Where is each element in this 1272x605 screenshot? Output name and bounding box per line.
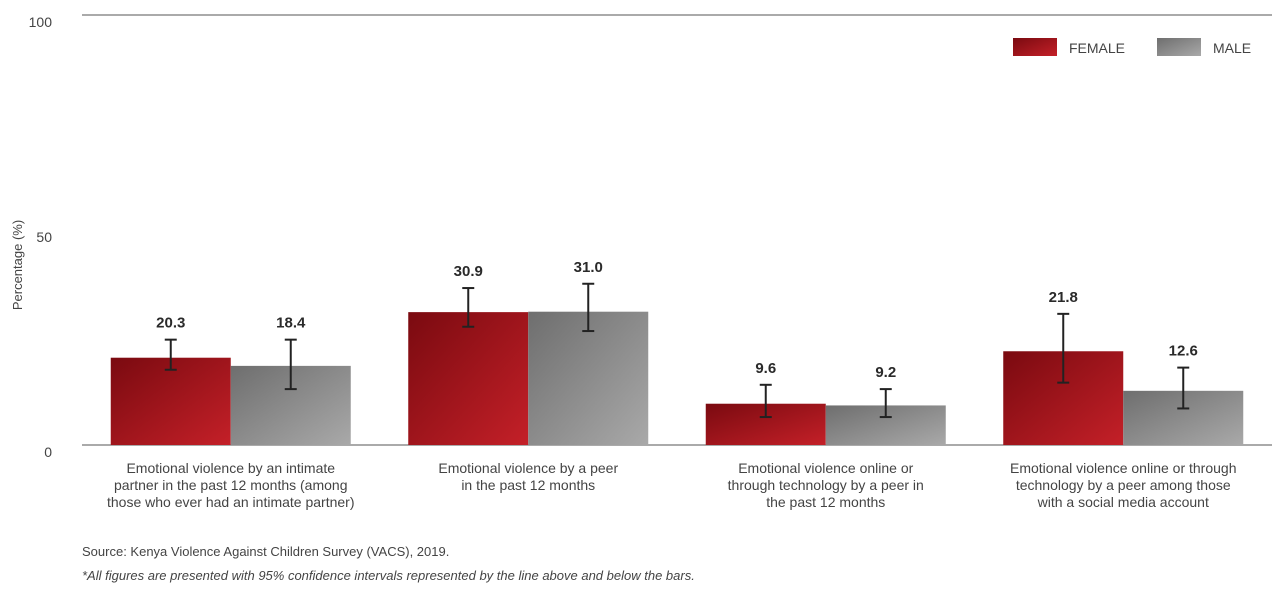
x-category-label: Emotional violence online or through tech… (978, 460, 1268, 511)
source-note: Source: Kenya Violence Against Children … (82, 544, 450, 559)
data-label: 12.6 (1169, 343, 1198, 360)
y-tick-label: 50 (36, 229, 52, 245)
x-category-label-line: in the past 12 months (461, 477, 596, 493)
x-category-label-line: Emotional violence by an intimate (126, 460, 336, 476)
data-label: 30.9 (454, 263, 483, 280)
legend-swatch-female (1013, 38, 1057, 56)
x-category-label-line: Emotional violence online or through (1010, 460, 1237, 476)
x-category-label-line: through technology by a peer in (727, 477, 924, 493)
bar-male (528, 311, 649, 445)
x-category-label-line: Emotional violence online or (738, 460, 914, 476)
x-category-label: Emotional violence by a peer in the past … (383, 460, 673, 494)
x-category-label-line: with a social media account (1037, 494, 1209, 510)
legend-label-female: FEMALE (1069, 40, 1125, 56)
x-category-label-line: partner in the past 12 months (among (114, 477, 348, 493)
data-label: 21.8 (1049, 289, 1078, 306)
legend-swatch-male (1157, 38, 1201, 56)
x-category-label-line: technology by a peer among those (1015, 477, 1231, 493)
y-axis-label: Percentage (%) (10, 220, 25, 310)
bar-female (110, 357, 231, 445)
x-category-label-line: Emotional violence by a peer (438, 460, 619, 476)
data-label: 31.0 (574, 259, 603, 276)
y-tick-label: 100 (29, 14, 53, 30)
data-label: 9.6 (755, 360, 776, 377)
x-category-label-line: the past 12 months (766, 494, 886, 510)
bar-female (408, 312, 529, 445)
data-label: 18.4 (276, 315, 306, 332)
data-label: 20.3 (156, 315, 185, 332)
x-category-label: Emotional violence by an intimate partner… (86, 460, 376, 511)
legend-label-male: MALE (1213, 40, 1251, 56)
x-category-label-line: those who ever had an intimate partner) (107, 494, 355, 510)
data-label: 9.2 (875, 364, 896, 381)
y-tick-label: 0 (44, 444, 52, 460)
x-category-label: Emotional violence online or through tech… (681, 460, 971, 511)
footnote: *All figures are presented with 95% conf… (82, 568, 695, 583)
